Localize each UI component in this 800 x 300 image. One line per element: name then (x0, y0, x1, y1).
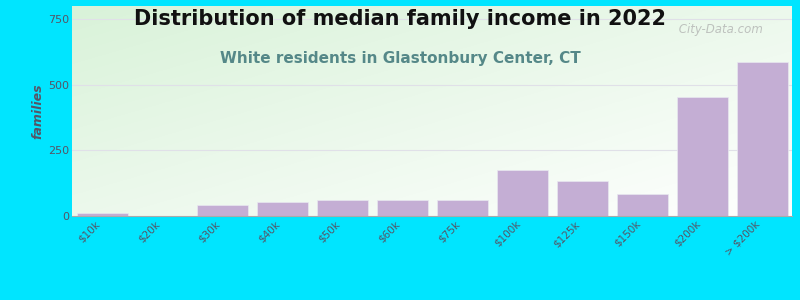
Text: Distribution of median family income in 2022: Distribution of median family income in … (134, 9, 666, 29)
Bar (737, 62, 787, 216)
Text: White residents in Glastonbury Center, CT: White residents in Glastonbury Center, C… (220, 51, 580, 66)
Bar (437, 200, 487, 216)
Bar (617, 194, 667, 216)
Bar (197, 205, 247, 216)
Bar (77, 213, 127, 216)
Bar (317, 200, 367, 216)
Bar (557, 181, 607, 216)
Bar (677, 97, 727, 216)
Bar (497, 170, 547, 216)
Bar (257, 202, 307, 216)
Text: City-Data.com: City-Data.com (675, 23, 763, 36)
Y-axis label: families: families (31, 83, 44, 139)
Bar (377, 200, 427, 216)
